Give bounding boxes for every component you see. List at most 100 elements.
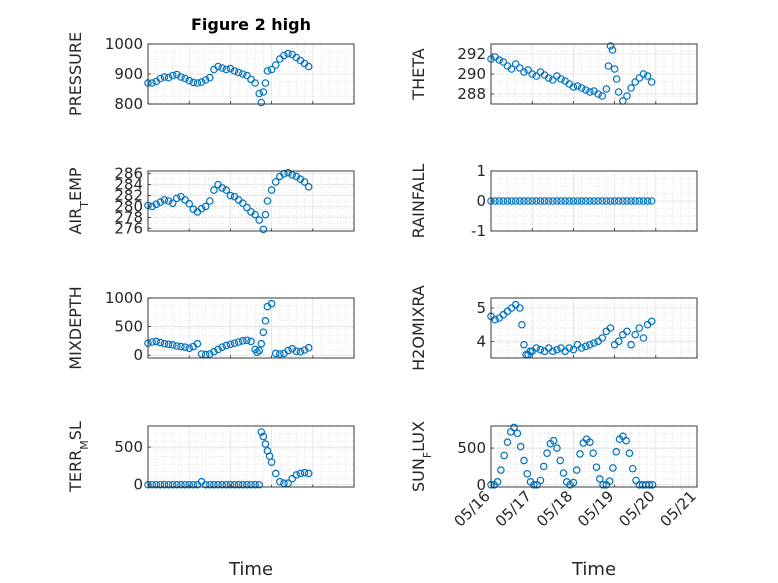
data-point <box>606 197 615 205</box>
data-point <box>586 438 594 446</box>
data-point <box>280 51 288 60</box>
axes-box <box>490 170 698 232</box>
y-axis-label: THETA <box>409 48 428 100</box>
x-tick-label: 05/19 <box>574 487 617 530</box>
data-point <box>573 197 582 205</box>
data-point <box>586 340 594 349</box>
data-point <box>612 447 621 456</box>
data-point <box>185 344 194 353</box>
data-point <box>160 196 169 204</box>
data-point <box>304 469 313 478</box>
data-point <box>647 78 656 86</box>
axes-box <box>147 425 355 488</box>
data-point <box>164 197 173 205</box>
y-tick-label: 4 <box>476 332 486 350</box>
data-point <box>532 344 541 352</box>
y-axis-label: MIXDEPTH <box>66 286 85 369</box>
data-point <box>614 197 623 205</box>
data-point <box>164 480 173 489</box>
data-point <box>189 480 198 489</box>
data-point <box>160 339 169 348</box>
data-point <box>193 339 202 348</box>
y-tick-label: 288 <box>457 85 486 103</box>
data-point <box>148 338 156 346</box>
data-point <box>164 340 173 349</box>
data-point <box>222 186 231 194</box>
data-point <box>255 346 264 355</box>
data-point <box>544 74 553 82</box>
data-point <box>251 210 259 219</box>
data-point <box>210 347 218 356</box>
data-point <box>520 456 528 465</box>
data-point <box>623 327 631 336</box>
data-point <box>296 347 305 356</box>
data-point <box>251 79 259 87</box>
data-point <box>497 466 505 474</box>
data-point <box>518 320 526 329</box>
data-point <box>168 199 177 207</box>
data-point <box>276 350 284 358</box>
figure-title: Figure 2 high <box>191 15 311 34</box>
data-point <box>648 480 657 489</box>
data-point <box>185 76 194 85</box>
data-point <box>520 197 528 205</box>
data-point <box>288 171 297 179</box>
subplot-1: 800 900 1000 PRESSURE <box>66 32 355 116</box>
data-point <box>625 449 634 457</box>
x-tick-label: 05/21 <box>657 487 700 530</box>
data-point <box>594 90 602 98</box>
data-point <box>553 345 561 354</box>
y-tick-label: 1000 <box>105 35 143 53</box>
data-point <box>610 197 619 205</box>
subplot-2: 288 290 292 THETA <box>409 42 698 105</box>
data-point <box>300 468 309 477</box>
data-point <box>606 42 615 50</box>
data-point <box>243 480 251 489</box>
data-point <box>181 343 189 351</box>
data-point <box>643 72 652 80</box>
data-point <box>598 92 607 100</box>
data-point <box>197 350 206 358</box>
data-point <box>540 197 549 205</box>
data-point <box>507 65 516 73</box>
data-point <box>536 476 545 485</box>
data-point <box>160 73 169 81</box>
data-point <box>189 78 198 87</box>
y-tick-label: 280 <box>114 197 143 215</box>
data-point <box>536 345 545 354</box>
data-point <box>532 197 541 205</box>
data-point <box>586 88 594 96</box>
data-point <box>581 342 590 351</box>
y-tick-label: 1000 <box>105 289 143 307</box>
data-point <box>544 197 553 205</box>
data-point <box>243 336 251 345</box>
data-point <box>255 216 264 224</box>
data-point <box>234 480 243 489</box>
data-point <box>261 79 270 87</box>
data-point <box>643 197 652 205</box>
data-point <box>493 478 502 486</box>
data-point <box>267 65 276 74</box>
data-point <box>206 350 214 358</box>
data-point <box>628 464 637 473</box>
data-point <box>280 169 288 178</box>
data-point <box>631 330 640 339</box>
data-point <box>156 198 165 206</box>
data-point <box>573 82 582 90</box>
data-point <box>524 197 532 205</box>
y-tick-label: 0 <box>476 192 486 210</box>
data-point <box>304 343 313 352</box>
axes-box <box>490 425 698 488</box>
data-point <box>639 197 648 205</box>
data-point <box>210 480 218 489</box>
data-point <box>516 442 525 451</box>
data-point <box>255 480 264 489</box>
y-tick-label: 276 <box>114 219 143 237</box>
data-point <box>635 197 644 205</box>
data-point <box>168 341 177 349</box>
data-point <box>604 62 613 70</box>
axes-box <box>147 170 355 232</box>
data-point <box>516 64 524 72</box>
data-point <box>577 197 586 205</box>
